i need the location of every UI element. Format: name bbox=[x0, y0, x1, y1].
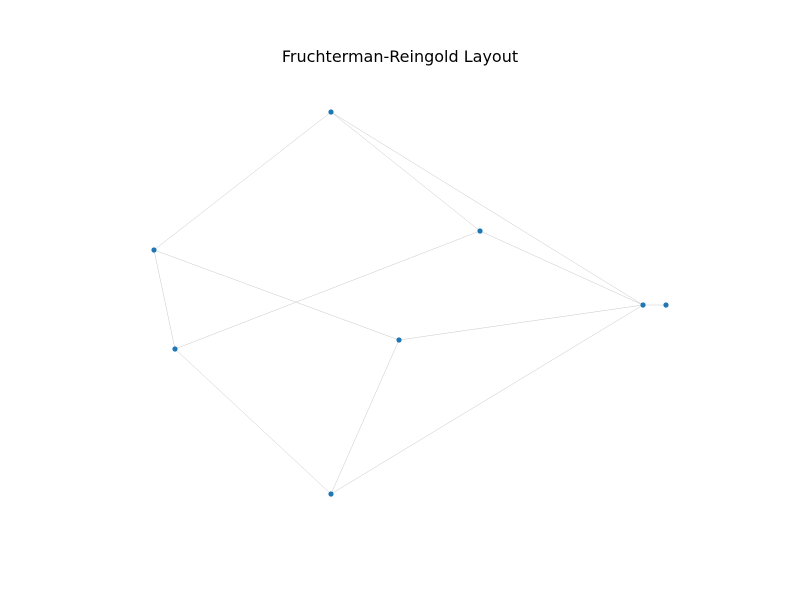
node-n2 bbox=[477, 228, 483, 234]
edge-n5-n7 bbox=[330, 304, 644, 495]
edge-n2-n5 bbox=[479, 230, 644, 306]
edge-n1-n4 bbox=[153, 249, 400, 341]
node-n1 bbox=[151, 247, 157, 253]
edge-n3-n7 bbox=[174, 348, 332, 495]
edge-n4-n5 bbox=[398, 304, 644, 341]
node-layer bbox=[151, 109, 669, 497]
edge-n1-n3 bbox=[153, 249, 176, 350]
node-n7 bbox=[328, 491, 334, 497]
edge-n0-n2 bbox=[330, 111, 481, 232]
figure-title: Fruchterman-Reingold Layout bbox=[281, 47, 519, 66]
edge-layer bbox=[153, 111, 666, 495]
node-n3 bbox=[172, 346, 178, 352]
node-n0 bbox=[328, 109, 334, 115]
edge-n0-n1 bbox=[153, 111, 332, 251]
edge-n2-n3 bbox=[174, 230, 481, 350]
node-n4 bbox=[396, 337, 402, 343]
node-n6 bbox=[663, 302, 669, 308]
node-n5 bbox=[640, 302, 646, 308]
edge-n4-n7 bbox=[330, 339, 400, 495]
edge-n0-n5 bbox=[330, 111, 644, 306]
